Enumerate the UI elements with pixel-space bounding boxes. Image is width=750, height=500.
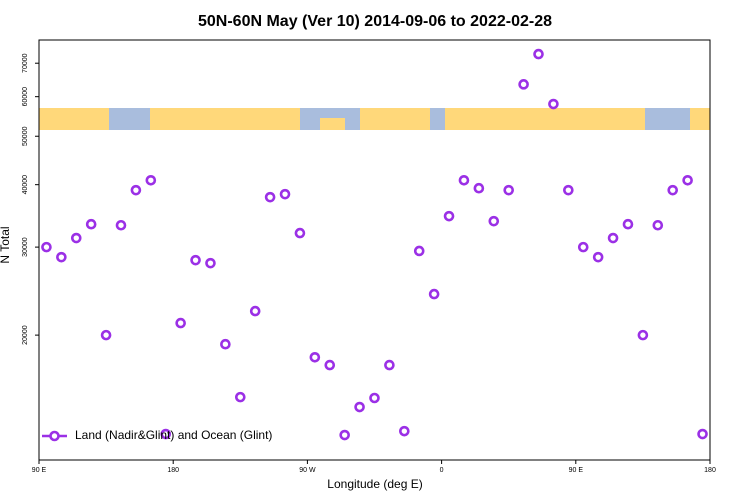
- y-axis-label: N Total: [0, 226, 12, 263]
- point: [160, 428, 172, 440]
- point: [70, 232, 82, 244]
- point: [294, 227, 306, 239]
- map-strip: [39, 108, 710, 130]
- point: [220, 338, 231, 350]
- point: [518, 79, 529, 90]
- y-tick-label: 70000: [22, 53, 29, 73]
- point: [324, 359, 336, 371]
- point: [309, 351, 321, 363]
- point: [607, 232, 619, 244]
- point: [682, 174, 693, 186]
- point: [249, 305, 261, 317]
- point: [473, 182, 485, 194]
- x-tick-label: 180: [704, 467, 716, 474]
- point: [637, 329, 649, 341]
- point: [399, 425, 410, 437]
- x-tick-label: 90 E: [32, 467, 47, 474]
- point: [264, 191, 276, 203]
- point: [235, 391, 246, 403]
- point: [190, 254, 201, 266]
- point: [533, 48, 544, 60]
- point: [56, 251, 67, 263]
- point: [488, 215, 500, 227]
- point: [354, 401, 365, 413]
- point: [85, 218, 97, 230]
- x-tick-label: 0: [440, 467, 444, 474]
- y-tick-label: 50000: [22, 126, 29, 146]
- point: [369, 392, 380, 404]
- point: [443, 210, 455, 222]
- legend-label: Land (Nadir&Glint) and Ocean (Glint): [75, 428, 272, 442]
- point: [175, 317, 186, 329]
- point: [339, 429, 350, 441]
- y-tick-label: 20000: [22, 325, 29, 345]
- point: [115, 219, 127, 231]
- y-tick-label: 60000: [22, 87, 29, 107]
- legend-marker: [49, 430, 60, 442]
- point: [279, 188, 291, 200]
- point: [205, 257, 216, 269]
- point: [100, 329, 112, 341]
- x-axis-label: Longitude (deg E): [327, 477, 422, 491]
- plot-frame: [38, 39, 711, 461]
- x-tick-label: 180: [167, 467, 179, 474]
- point: [428, 288, 440, 300]
- point: [384, 359, 395, 371]
- point: [413, 245, 425, 257]
- point: [41, 241, 52, 253]
- y-tick-label: 40000: [22, 175, 29, 195]
- y-tick-label: 30000: [22, 237, 29, 257]
- point: [592, 251, 604, 263]
- point: [667, 184, 679, 196]
- point: [145, 174, 157, 186]
- point: [577, 241, 589, 253]
- chart-title: 50N-60N May (Ver 10) 2014-09-06 to 2022-…: [198, 13, 552, 30]
- point: [563, 184, 574, 196]
- point: [503, 184, 515, 196]
- x-tick-label: 90 E: [569, 467, 584, 474]
- point: [697, 428, 708, 440]
- point: [458, 174, 470, 186]
- point: [622, 218, 634, 230]
- point: [652, 219, 664, 231]
- x-tick-label: 90 W: [299, 467, 316, 474]
- point: [548, 98, 559, 110]
- point: [130, 184, 142, 196]
